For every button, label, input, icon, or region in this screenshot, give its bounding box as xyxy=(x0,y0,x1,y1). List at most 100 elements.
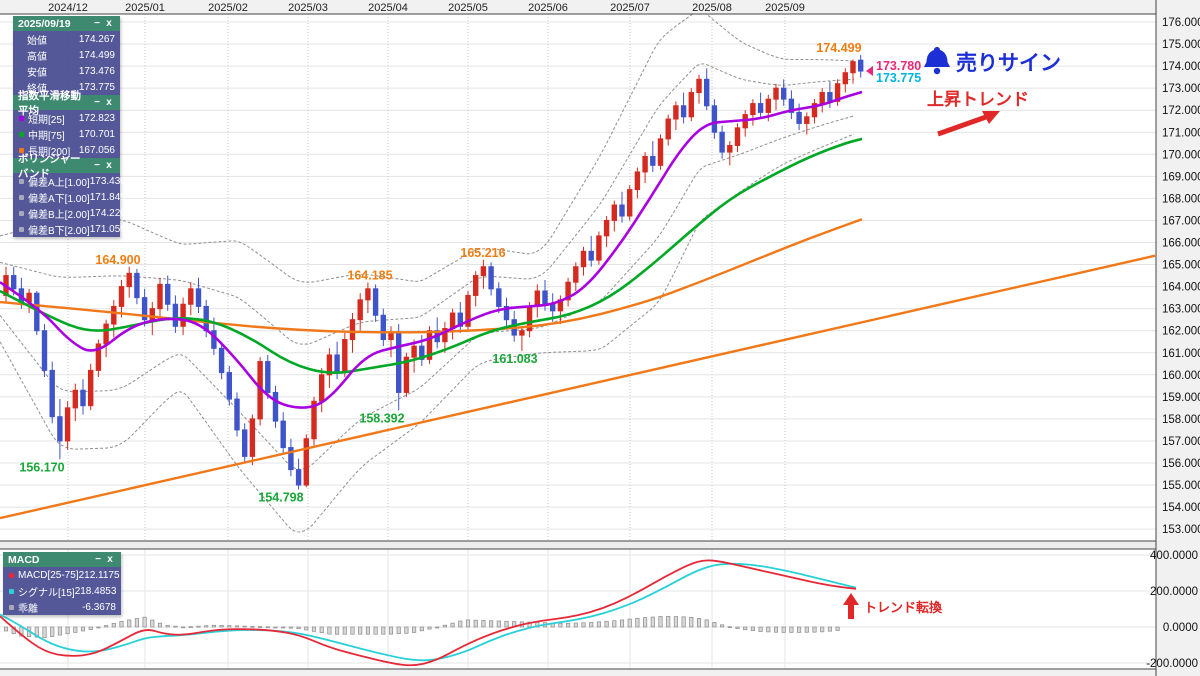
bb-panel-title: ボリンジャーバンド xyxy=(18,152,81,180)
price-tick-label: 156.000 xyxy=(1162,458,1200,470)
histogram-bar xyxy=(258,626,263,628)
reversal-arrow-shaft xyxy=(848,604,854,619)
peak-price-label: 164.185 xyxy=(347,269,392,283)
close-icon[interactable]: x xyxy=(106,97,112,108)
candle-up xyxy=(188,288,194,305)
candle-up xyxy=(750,103,756,116)
indicator-value: 167.056 xyxy=(78,144,115,156)
minimize-icon[interactable]: − xyxy=(94,160,100,171)
indicator-row: 短期[25] 172.823 xyxy=(13,110,120,126)
indicator-row: 偏差B下[2.00] 171.059 xyxy=(13,221,126,237)
histogram-bar xyxy=(57,626,62,636)
price-tick-label: 171.000 xyxy=(1162,127,1200,139)
candle-down xyxy=(650,156,656,166)
price-tick-label: 175.000 xyxy=(1162,39,1200,51)
candle-down xyxy=(858,59,864,72)
histogram-bar xyxy=(234,625,240,628)
candle-up xyxy=(565,281,571,301)
candle-up xyxy=(850,61,856,74)
candle-up xyxy=(580,250,587,268)
candle-down xyxy=(11,275,17,290)
histogram-bar xyxy=(604,620,609,628)
candle-up xyxy=(149,308,156,321)
histogram-bar xyxy=(504,620,509,628)
indicator-row: 高値 174.499 xyxy=(13,47,120,63)
minimize-icon[interactable]: − xyxy=(94,97,100,108)
close-icon[interactable]: x xyxy=(106,18,112,29)
candle-up xyxy=(388,332,394,341)
price-tick-label: 163.000 xyxy=(1162,304,1200,316)
histogram-bar xyxy=(311,626,317,632)
histogram-bar xyxy=(812,626,817,633)
peak-price-label: 174.499 xyxy=(816,41,861,55)
histogram-bar xyxy=(481,620,486,628)
trough-price-label: 156.170 xyxy=(19,460,64,474)
price-marker-triangle xyxy=(866,65,873,76)
minimize-icon[interactable]: − xyxy=(94,18,100,29)
histogram-bar xyxy=(373,626,378,635)
histogram-bar xyxy=(435,626,440,629)
histogram-bar xyxy=(65,626,70,635)
indicator-row: シグナル[15] 218.4853 xyxy=(3,583,121,599)
price-tick-label: 167.000 xyxy=(1162,215,1200,227)
candle-down xyxy=(334,354,340,374)
histogram-bar xyxy=(689,616,694,628)
candle-up xyxy=(765,98,771,113)
histogram-bar xyxy=(573,622,578,628)
indicator-row: MACD[25-75] 212.1175 xyxy=(3,567,121,583)
candle-down xyxy=(226,372,233,400)
histogram-bar xyxy=(766,626,771,633)
quote-info-panel: 2025/09/19 − x 始値 174.267 高値 174.499 安値 173.4… xyxy=(13,16,120,95)
indicator-value: 174.220 xyxy=(89,207,126,219)
date-tick-label: 2025/03 xyxy=(288,2,328,14)
price-tick-label: 155.000 xyxy=(1162,480,1200,492)
date-axis-labels: 2024/12 2025/01 2025/02 2025/03 2025/04 2025/… xyxy=(48,2,805,14)
histogram-bar xyxy=(781,626,786,633)
candle-down xyxy=(295,469,302,486)
candle-down xyxy=(680,105,687,118)
macd-panel-header[interactable]: MACD − x xyxy=(3,552,121,567)
trough-price-label: 158.392 xyxy=(359,411,404,425)
candle-down xyxy=(272,391,279,422)
candle-up xyxy=(727,144,733,153)
indicator-value: 174.267 xyxy=(78,33,115,45)
candle-up xyxy=(95,343,102,371)
price-tick-label: 168.000 xyxy=(1162,193,1200,205)
macd-tick-label: -200.0000 xyxy=(1146,658,1198,670)
histogram-bar xyxy=(127,619,132,628)
candle-up xyxy=(426,330,433,360)
indicator-row: 偏差B上[2.00] 174.220 xyxy=(13,205,126,221)
histogram-bar xyxy=(327,626,332,635)
indicator-label: シグナル[15] xyxy=(18,587,75,599)
ema-panel-header[interactable]: 指数平滑移動平均 − x xyxy=(13,90,120,117)
candle-down xyxy=(380,314,387,341)
candle-up xyxy=(819,92,825,105)
histogram-bar xyxy=(80,626,86,632)
series-color-dot xyxy=(19,210,24,216)
quote-panel-header[interactable]: 2025/09/19 − x xyxy=(13,16,120,31)
bollinger-a-lower xyxy=(0,115,855,470)
bb-panel-header[interactable]: ボリンジャーバンド − x xyxy=(13,153,120,180)
close-icon[interactable]: x xyxy=(107,554,113,565)
histogram-bar xyxy=(381,626,386,635)
histogram-bar xyxy=(196,625,201,628)
candles-layer xyxy=(3,55,864,490)
histogram-bar xyxy=(804,626,809,633)
price-tick-label: 166.000 xyxy=(1162,238,1200,250)
indicator-label: 偏差A上[1.00] xyxy=(28,177,90,189)
candle-down xyxy=(57,416,63,442)
candle-up xyxy=(326,354,333,376)
minimize-icon[interactable]: − xyxy=(95,554,101,565)
histogram-bar xyxy=(142,616,147,628)
bell-icon xyxy=(924,47,950,75)
close-icon[interactable]: x xyxy=(106,160,112,171)
ema-rows: 短期[25] 172.823 中期[75] 170.701 長期[200] 167.056 xyxy=(13,110,120,158)
histogram-bar xyxy=(319,626,324,634)
histogram-bar xyxy=(650,616,655,628)
uptrend-callout: 上昇トレンド xyxy=(927,90,1029,137)
histogram-bar xyxy=(835,626,840,631)
candle-up xyxy=(603,219,610,237)
price-tick-label: 160.000 xyxy=(1162,370,1200,382)
histogram-bar xyxy=(666,615,671,628)
candle-down xyxy=(134,272,140,299)
